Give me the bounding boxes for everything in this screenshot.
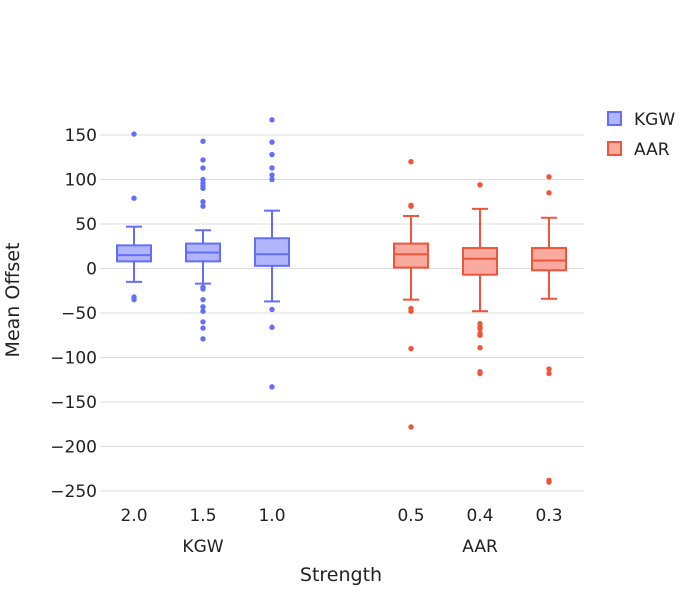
outlier-point <box>269 117 275 123</box>
iqr-box <box>116 244 152 263</box>
legend-label-kgw: KGW <box>634 110 675 130</box>
outlier-point <box>269 384 275 390</box>
outlier-point <box>269 139 275 145</box>
box-aar-0.4[interactable] <box>462 182 498 377</box>
outlier-point <box>477 326 483 332</box>
outlier-point <box>546 479 552 485</box>
outlier-point <box>269 165 275 171</box>
outlier-point <box>477 182 483 188</box>
box-kgw-1.5[interactable] <box>185 138 221 342</box>
outlier-point <box>269 172 275 178</box>
outlier-point <box>200 319 206 325</box>
outlier-point <box>200 165 206 171</box>
outlier-point <box>408 308 414 314</box>
y-tick-label: 150 <box>65 126 97 146</box>
legend-swatch-kgw <box>607 111 622 126</box>
x-tick-label: 1.0 <box>258 506 285 526</box>
outlier-point <box>546 366 552 372</box>
legend-label-aar: AAR <box>634 140 670 160</box>
x-tick-label: 0.3 <box>535 506 562 526</box>
outlier-point <box>546 174 552 180</box>
outlier-point <box>131 296 137 303</box>
legend-item-kgw[interactable]: KGW <box>607 110 675 130</box>
box-kgw-1.0[interactable] <box>254 117 290 390</box>
outlier-point <box>200 336 206 342</box>
outlier-point <box>200 296 206 303</box>
y-axis-title: Mean Offset <box>2 243 24 358</box>
iqr-box <box>462 247 498 276</box>
y-tick-label: 100 <box>65 171 97 191</box>
outlier-point <box>200 138 206 144</box>
boxes <box>116 117 567 485</box>
x-tick-label: 0.4 <box>466 506 493 526</box>
y-tick-label: 0 <box>86 260 97 280</box>
outlier-point <box>477 345 483 351</box>
x-group-label: AAR <box>462 537 498 557</box>
legend-swatch-aar <box>607 141 622 156</box>
outlier-point <box>200 286 206 292</box>
x-tick-label: 1.5 <box>189 506 216 526</box>
iqr-box <box>393 242 429 269</box>
x-axis-title: Strength <box>300 564 382 586</box>
legend-item-aar[interactable]: AAR <box>607 140 670 160</box>
outlier-point <box>546 370 552 377</box>
outlier-point <box>200 185 206 192</box>
outlier-point <box>131 195 137 201</box>
outlier-point <box>408 424 414 430</box>
gridlines <box>100 134 584 492</box>
outlier-point <box>200 304 206 310</box>
outlier-point <box>408 203 414 209</box>
outlier-point <box>477 332 483 338</box>
outlier-point <box>408 345 414 352</box>
outlier-point <box>477 370 483 377</box>
outlier-point <box>131 131 137 137</box>
outlier-point <box>269 324 275 330</box>
y-tick-label: −250 <box>50 482 97 502</box>
y-tick-label: −200 <box>50 438 97 458</box>
outlier-point <box>546 190 552 196</box>
legend: KGW AAR <box>607 110 675 160</box>
y-tick-label: −150 <box>50 393 97 413</box>
iqr-box <box>254 237 290 267</box>
outlier-point <box>269 151 275 158</box>
outlier-point <box>200 203 206 209</box>
outlier-point <box>269 176 275 183</box>
outlier-point <box>408 159 414 165</box>
outlier-point <box>269 306 275 313</box>
x-tick-label: 2.0 <box>120 506 147 526</box>
outlier-point <box>200 325 206 331</box>
y-tick-label: −50 <box>61 304 97 324</box>
iqr-box <box>531 247 567 272</box>
x-axis-ticks: 2.0 1.5 1.0 KGW 0.5 0.4 0.3 AAR <box>120 506 562 557</box>
box-kgw-2.0[interactable] <box>116 131 152 303</box>
box-aar-0.3[interactable] <box>531 174 567 485</box>
box-aar-0.5[interactable] <box>393 159 429 430</box>
y-tick-label: −100 <box>50 349 97 369</box>
outlier-point <box>200 157 206 163</box>
y-axis-ticks: 150 100 50 0 −50 −100 −150 −200 −250 <box>50 126 97 502</box>
outlier-point <box>200 308 206 314</box>
x-tick-label: 0.5 <box>397 506 424 526</box>
y-tick-label: 50 <box>75 215 97 235</box>
outlier-point <box>200 199 206 205</box>
x-group-label: KGW <box>182 537 223 557</box>
